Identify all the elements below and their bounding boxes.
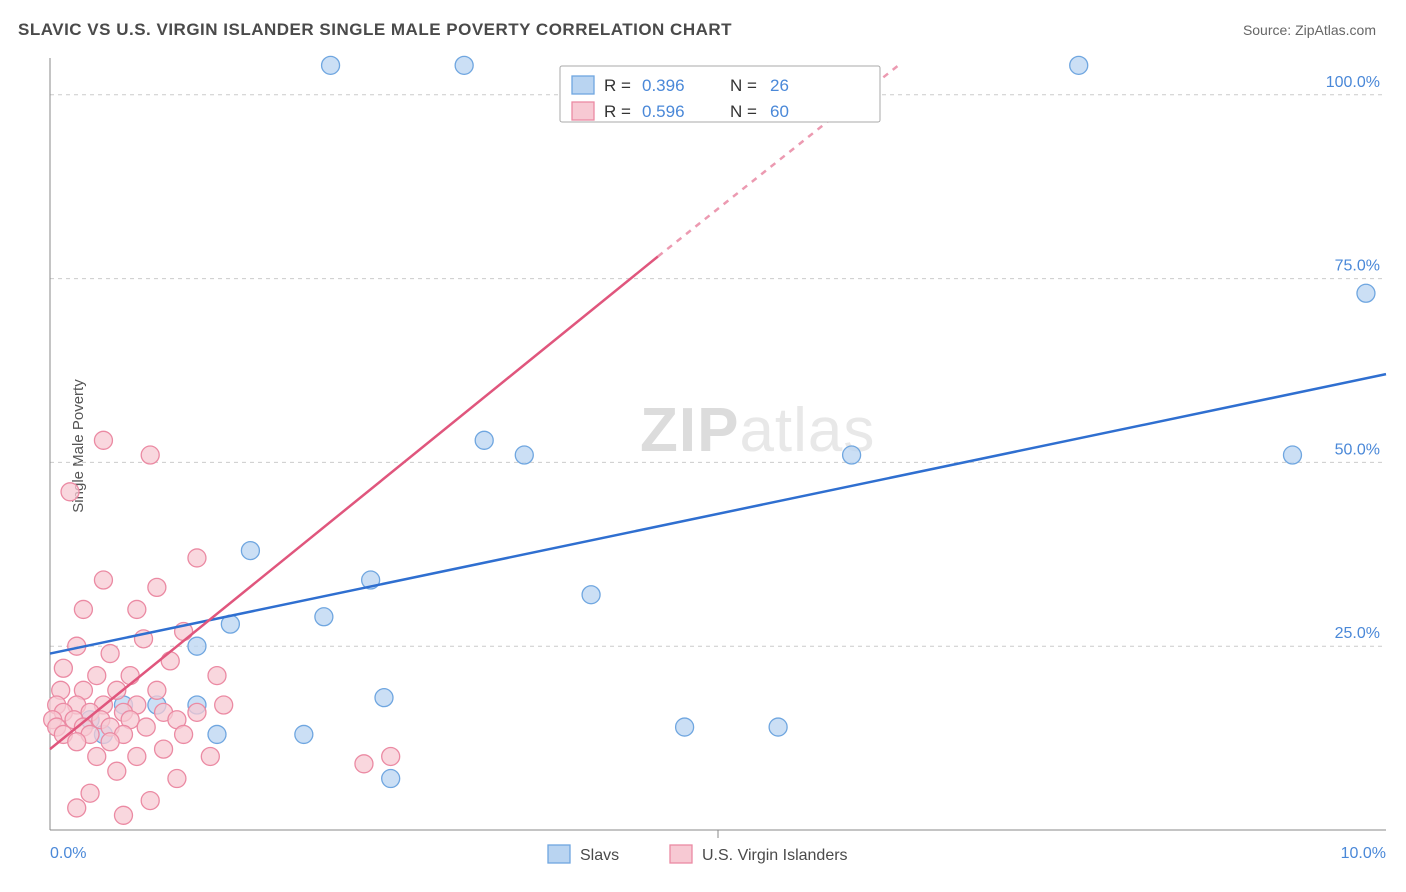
scatter-point-slavs <box>375 689 393 707</box>
scatter-point-usvi <box>101 645 119 663</box>
scatter-point-usvi <box>148 681 166 699</box>
scatter-point-slavs <box>475 431 493 449</box>
scatter-point-usvi <box>68 799 86 817</box>
scatter-point-usvi <box>94 431 112 449</box>
stats-n-value-usvi: 60 <box>770 102 789 121</box>
y-tick-label: 25.0% <box>1335 625 1380 642</box>
scatter-point-slavs <box>322 56 340 74</box>
scatter-point-usvi <box>215 696 233 714</box>
scatter-point-usvi <box>108 762 126 780</box>
scatter-point-usvi <box>88 747 106 765</box>
stats-r-value-usvi: 0.596 <box>642 102 685 121</box>
scatter-point-usvi <box>54 659 72 677</box>
scatter-point-usvi <box>121 667 139 685</box>
trend-line-slavs <box>50 374 1386 653</box>
scatter-point-usvi <box>141 446 159 464</box>
scatter-point-slavs <box>843 446 861 464</box>
scatter-point-usvi <box>188 703 206 721</box>
scatter-point-slavs <box>455 56 473 74</box>
stats-n-label-slavs: N = <box>730 76 757 95</box>
scatter-point-slavs <box>241 542 259 560</box>
scatter-point-slavs <box>676 718 694 736</box>
scatter-point-slavs <box>515 446 533 464</box>
stats-r-value-slavs: 0.396 <box>642 76 685 95</box>
stats-r-label-slavs: R = <box>604 76 631 95</box>
scatter-point-usvi <box>88 667 106 685</box>
scatter-point-usvi <box>101 733 119 751</box>
scatter-point-usvi <box>68 733 86 751</box>
scatter-point-slavs <box>582 586 600 604</box>
scatter-point-usvi <box>114 806 132 824</box>
scatter-point-slavs <box>769 718 787 736</box>
legend-label-slavs: Slavs <box>580 847 619 864</box>
scatter-point-slavs <box>315 608 333 626</box>
scatter-point-usvi <box>188 549 206 567</box>
scatter-point-usvi <box>137 718 155 736</box>
scatter-point-usvi <box>155 740 173 758</box>
scatter-point-usvi <box>208 667 226 685</box>
scatter-point-usvi <box>61 483 79 501</box>
scatter-point-slavs <box>1283 446 1301 464</box>
scatter-point-usvi <box>175 725 193 743</box>
scatter-point-slavs <box>1070 56 1088 74</box>
scatter-point-slavs <box>188 637 206 655</box>
scatter-point-usvi <box>355 755 373 773</box>
trend-line-usvi <box>50 257 658 750</box>
scatter-point-slavs <box>208 725 226 743</box>
scatter-point-slavs <box>382 770 400 788</box>
legend-swatch-slavs <box>548 845 570 863</box>
scatter-point-usvi <box>128 747 146 765</box>
x-tick-label: 10.0% <box>1341 845 1386 862</box>
scatter-point-usvi <box>141 792 159 810</box>
legend-swatch-usvi <box>670 845 692 863</box>
scatter-point-usvi <box>128 600 146 618</box>
x-tick-label: 0.0% <box>50 845 86 862</box>
scatter-point-usvi <box>81 784 99 802</box>
scatter-point-usvi <box>168 770 186 788</box>
scatter-point-usvi <box>382 747 400 765</box>
scatter-point-slavs <box>1357 284 1375 302</box>
stats-swatch-slavs <box>572 76 594 94</box>
correlation-scatter-chart: 25.0% 50.0% 75.0% 100.0% 0.0% 10.0% R = 0.396 N … <box>0 0 1406 892</box>
scatter-point-usvi <box>94 571 112 589</box>
stats-n-label-usvi: N = <box>730 102 757 121</box>
scatter-point-usvi <box>161 652 179 670</box>
y-tick-label: 75.0% <box>1335 258 1380 275</box>
legend-label-usvi: U.S. Virgin Islanders <box>702 847 848 864</box>
scatter-point-usvi <box>148 578 166 596</box>
stats-n-value-slavs: 26 <box>770 76 789 95</box>
scatter-point-slavs <box>295 725 313 743</box>
y-tick-label: 50.0% <box>1335 441 1380 458</box>
y-tick-label: 100.0% <box>1326 74 1380 91</box>
scatter-point-usvi <box>74 600 92 618</box>
scatter-point-usvi <box>201 747 219 765</box>
stats-r-label-usvi: R = <box>604 102 631 121</box>
stats-swatch-usvi <box>572 102 594 120</box>
